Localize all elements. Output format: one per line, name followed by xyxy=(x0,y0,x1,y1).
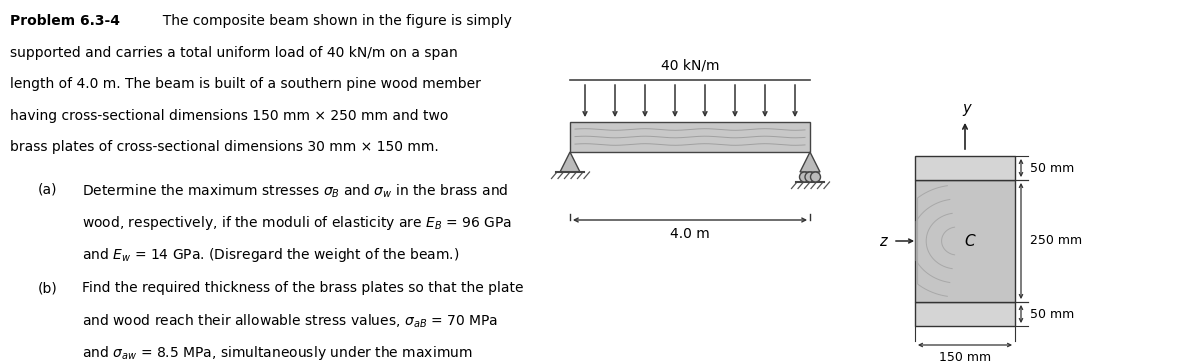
Text: Determine the maximum stresses $\sigma_B$ and $\sigma_w$ in the brass and: Determine the maximum stresses $\sigma_B… xyxy=(82,182,509,200)
Text: Find the required thickness of the brass plates so that the plate: Find the required thickness of the brass… xyxy=(82,281,523,295)
Text: z: z xyxy=(880,233,887,249)
Text: length of 4.0 m. The beam is built of a southern pine wood member: length of 4.0 m. The beam is built of a … xyxy=(10,77,481,91)
Bar xyxy=(570,122,810,152)
Text: C: C xyxy=(965,233,976,249)
Text: and wood reach their allowable stress values, $\sigma_{aB}$ = 70 MPa: and wood reach their allowable stress va… xyxy=(82,313,498,330)
Text: 150 mm: 150 mm xyxy=(938,351,991,364)
Text: Problem 6.3-4: Problem 6.3-4 xyxy=(10,14,120,28)
Text: 50 mm: 50 mm xyxy=(1030,162,1074,174)
Circle shape xyxy=(810,172,821,182)
Text: The composite beam shown in the figure is simply: The composite beam shown in the figure i… xyxy=(154,14,512,28)
Text: and $E_w$ = 14 GPa. (Disregard the weight of the beam.): and $E_w$ = 14 GPa. (Disregard the weigh… xyxy=(82,246,460,264)
Bar xyxy=(916,156,1015,180)
Text: y: y xyxy=(962,101,971,116)
Text: wood, respectively, if the moduli of elasticity are $E_B$ = 96 GPa: wood, respectively, if the moduli of ela… xyxy=(82,214,512,232)
Circle shape xyxy=(805,172,815,182)
Text: having cross-sectional dimensions 150 mm × 250 mm and two: having cross-sectional dimensions 150 mm… xyxy=(10,108,449,123)
Circle shape xyxy=(799,172,810,182)
Text: 40 kN/m: 40 kN/m xyxy=(661,58,719,72)
Text: supported and carries a total uniform load of 40 kN/m on a span: supported and carries a total uniform lo… xyxy=(10,46,457,59)
Polygon shape xyxy=(800,152,820,172)
Bar xyxy=(916,180,1015,302)
Bar xyxy=(916,302,1015,326)
Text: (a): (a) xyxy=(38,182,58,197)
Text: 4.0 m: 4.0 m xyxy=(670,227,710,241)
Polygon shape xyxy=(560,152,580,172)
Text: (b): (b) xyxy=(38,281,58,295)
Text: brass plates of cross-sectional dimensions 30 mm × 150 mm.: brass plates of cross-sectional dimensio… xyxy=(10,140,439,154)
Text: 50 mm: 50 mm xyxy=(1030,308,1074,320)
Text: and $\sigma_{aw}$ = 8.5 MPa, simultaneously under the maximum: and $\sigma_{aw}$ = 8.5 MPa, simultaneou… xyxy=(82,344,473,362)
Text: 250 mm: 250 mm xyxy=(1030,234,1082,248)
